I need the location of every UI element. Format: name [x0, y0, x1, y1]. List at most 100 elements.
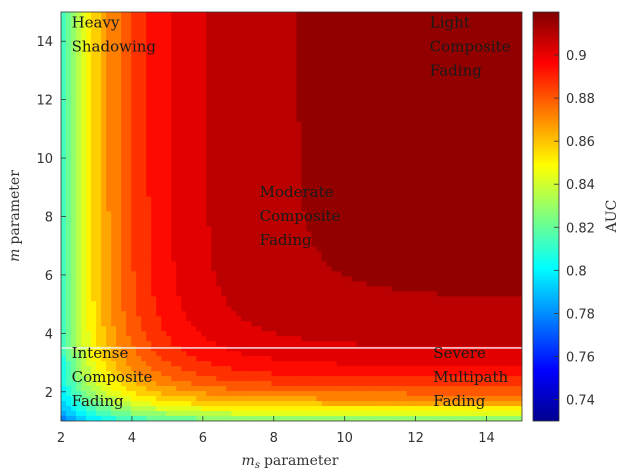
heatmap-cell — [86, 121, 92, 128]
heatmap-cell — [66, 26, 72, 33]
heatmap-cell — [221, 226, 227, 233]
heatmap-cell — [351, 221, 358, 228]
heatmap-cell — [111, 406, 117, 412]
heatmap-cell — [171, 231, 177, 238]
heatmap-cell — [176, 221, 182, 228]
heatmap-cell — [186, 56, 192, 63]
heatmap-cell — [341, 261, 348, 267]
heatmap-cell — [311, 271, 318, 277]
heatmap-cell — [281, 376, 288, 382]
heatmap-cell — [231, 391, 237, 397]
heatmap-cell — [81, 21, 87, 28]
heatmap-cell — [246, 56, 253, 63]
heatmap-cell — [121, 16, 127, 23]
heatmap-cell — [166, 286, 172, 292]
heatmap-cell — [286, 126, 293, 133]
heatmap-cell — [261, 301, 268, 307]
heatmap-cell — [286, 236, 293, 243]
heatmap-cell — [71, 31, 77, 38]
heatmap-cell — [196, 26, 202, 33]
heatmap-cell — [231, 306, 237, 312]
heatmap-cell — [281, 96, 288, 103]
heatmap-cell — [251, 241, 258, 248]
heatmap-cell — [86, 186, 92, 193]
heatmap-cell — [211, 346, 217, 352]
heatmap-cell — [211, 86, 217, 93]
heatmap-cell — [321, 241, 328, 248]
heatmap-cell — [106, 371, 112, 377]
heatmap-cell — [101, 16, 107, 23]
heatmap-cell — [261, 166, 268, 173]
heatmap-cell — [246, 161, 253, 168]
heatmap-cell — [111, 286, 117, 292]
heatmap-cell — [321, 201, 328, 208]
heatmap-cell — [296, 166, 303, 173]
heatmap-cell — [216, 266, 222, 272]
heatmap-cell — [266, 81, 273, 88]
heatmap-cell — [316, 396, 323, 402]
heatmap-cell — [211, 76, 217, 83]
heatmap-cell — [291, 281, 298, 287]
heatmap-cell — [336, 301, 343, 307]
heatmap-cell — [231, 311, 237, 317]
heatmap-cell — [341, 71, 348, 78]
heatmap-cell — [91, 296, 97, 302]
heatmap-cell — [96, 411, 102, 417]
heatmap-cell — [131, 391, 137, 397]
heatmap-cell — [356, 236, 363, 243]
heatmap-cell — [311, 66, 318, 73]
heatmap-cell — [156, 321, 162, 327]
heatmap-cell — [301, 226, 308, 233]
heatmap-cell — [241, 101, 247, 108]
heatmap-cell — [321, 351, 328, 357]
heatmap-cell — [286, 266, 293, 272]
heatmap-cell — [231, 316, 237, 322]
heatmap-cell — [316, 326, 323, 332]
heatmap-cell — [276, 331, 283, 337]
heatmap-cell — [211, 141, 217, 148]
heatmap-cell — [156, 12, 162, 18]
heatmap-cell — [176, 266, 182, 272]
heatmap-cell — [246, 391, 253, 397]
heatmap-cell — [186, 411, 192, 417]
heatmap-cell — [326, 146, 333, 153]
heatmap-cell — [286, 81, 293, 88]
heatmap-cell — [211, 266, 217, 272]
heatmap-cell — [66, 151, 72, 158]
heatmap-cell — [156, 316, 162, 322]
heatmap-cell — [226, 211, 232, 218]
heatmap-cell — [356, 86, 363, 93]
heatmap-cell — [91, 161, 97, 168]
heatmap-cell — [121, 236, 127, 243]
heatmap-cell — [116, 326, 122, 332]
heatmap-cell — [316, 266, 323, 272]
heatmap-cell — [361, 331, 368, 337]
heatmap-cell — [356, 121, 363, 128]
heatmap-cell — [111, 326, 117, 332]
heatmap-cell — [296, 296, 303, 302]
heatmap-cell — [351, 276, 358, 282]
heatmap-cell — [206, 291, 212, 297]
heatmap-cell — [81, 416, 87, 421]
heatmap-cell — [171, 36, 177, 43]
heatmap-cell — [146, 141, 152, 148]
heatmap-cell — [306, 361, 313, 367]
heatmap-cell — [131, 231, 137, 238]
heatmap-cell — [336, 126, 343, 133]
heatmap-cell — [361, 101, 368, 108]
heatmap-cell — [266, 366, 273, 372]
heatmap-cell — [291, 106, 298, 113]
heatmap-cell — [261, 346, 268, 352]
heatmap-cell — [206, 56, 212, 63]
heatmap-cell — [171, 16, 177, 23]
heatmap-cell — [136, 346, 142, 352]
heatmap-cell — [161, 316, 167, 322]
heatmap-cell — [336, 371, 343, 377]
heatmap-cell — [316, 416, 323, 421]
heatmap-cell — [161, 261, 167, 267]
heatmap-cell — [296, 91, 303, 98]
heatmap-cell — [286, 12, 293, 18]
heatmap-cell — [136, 336, 142, 342]
heatmap-cell — [321, 276, 328, 282]
heatmap-cell — [306, 26, 313, 33]
